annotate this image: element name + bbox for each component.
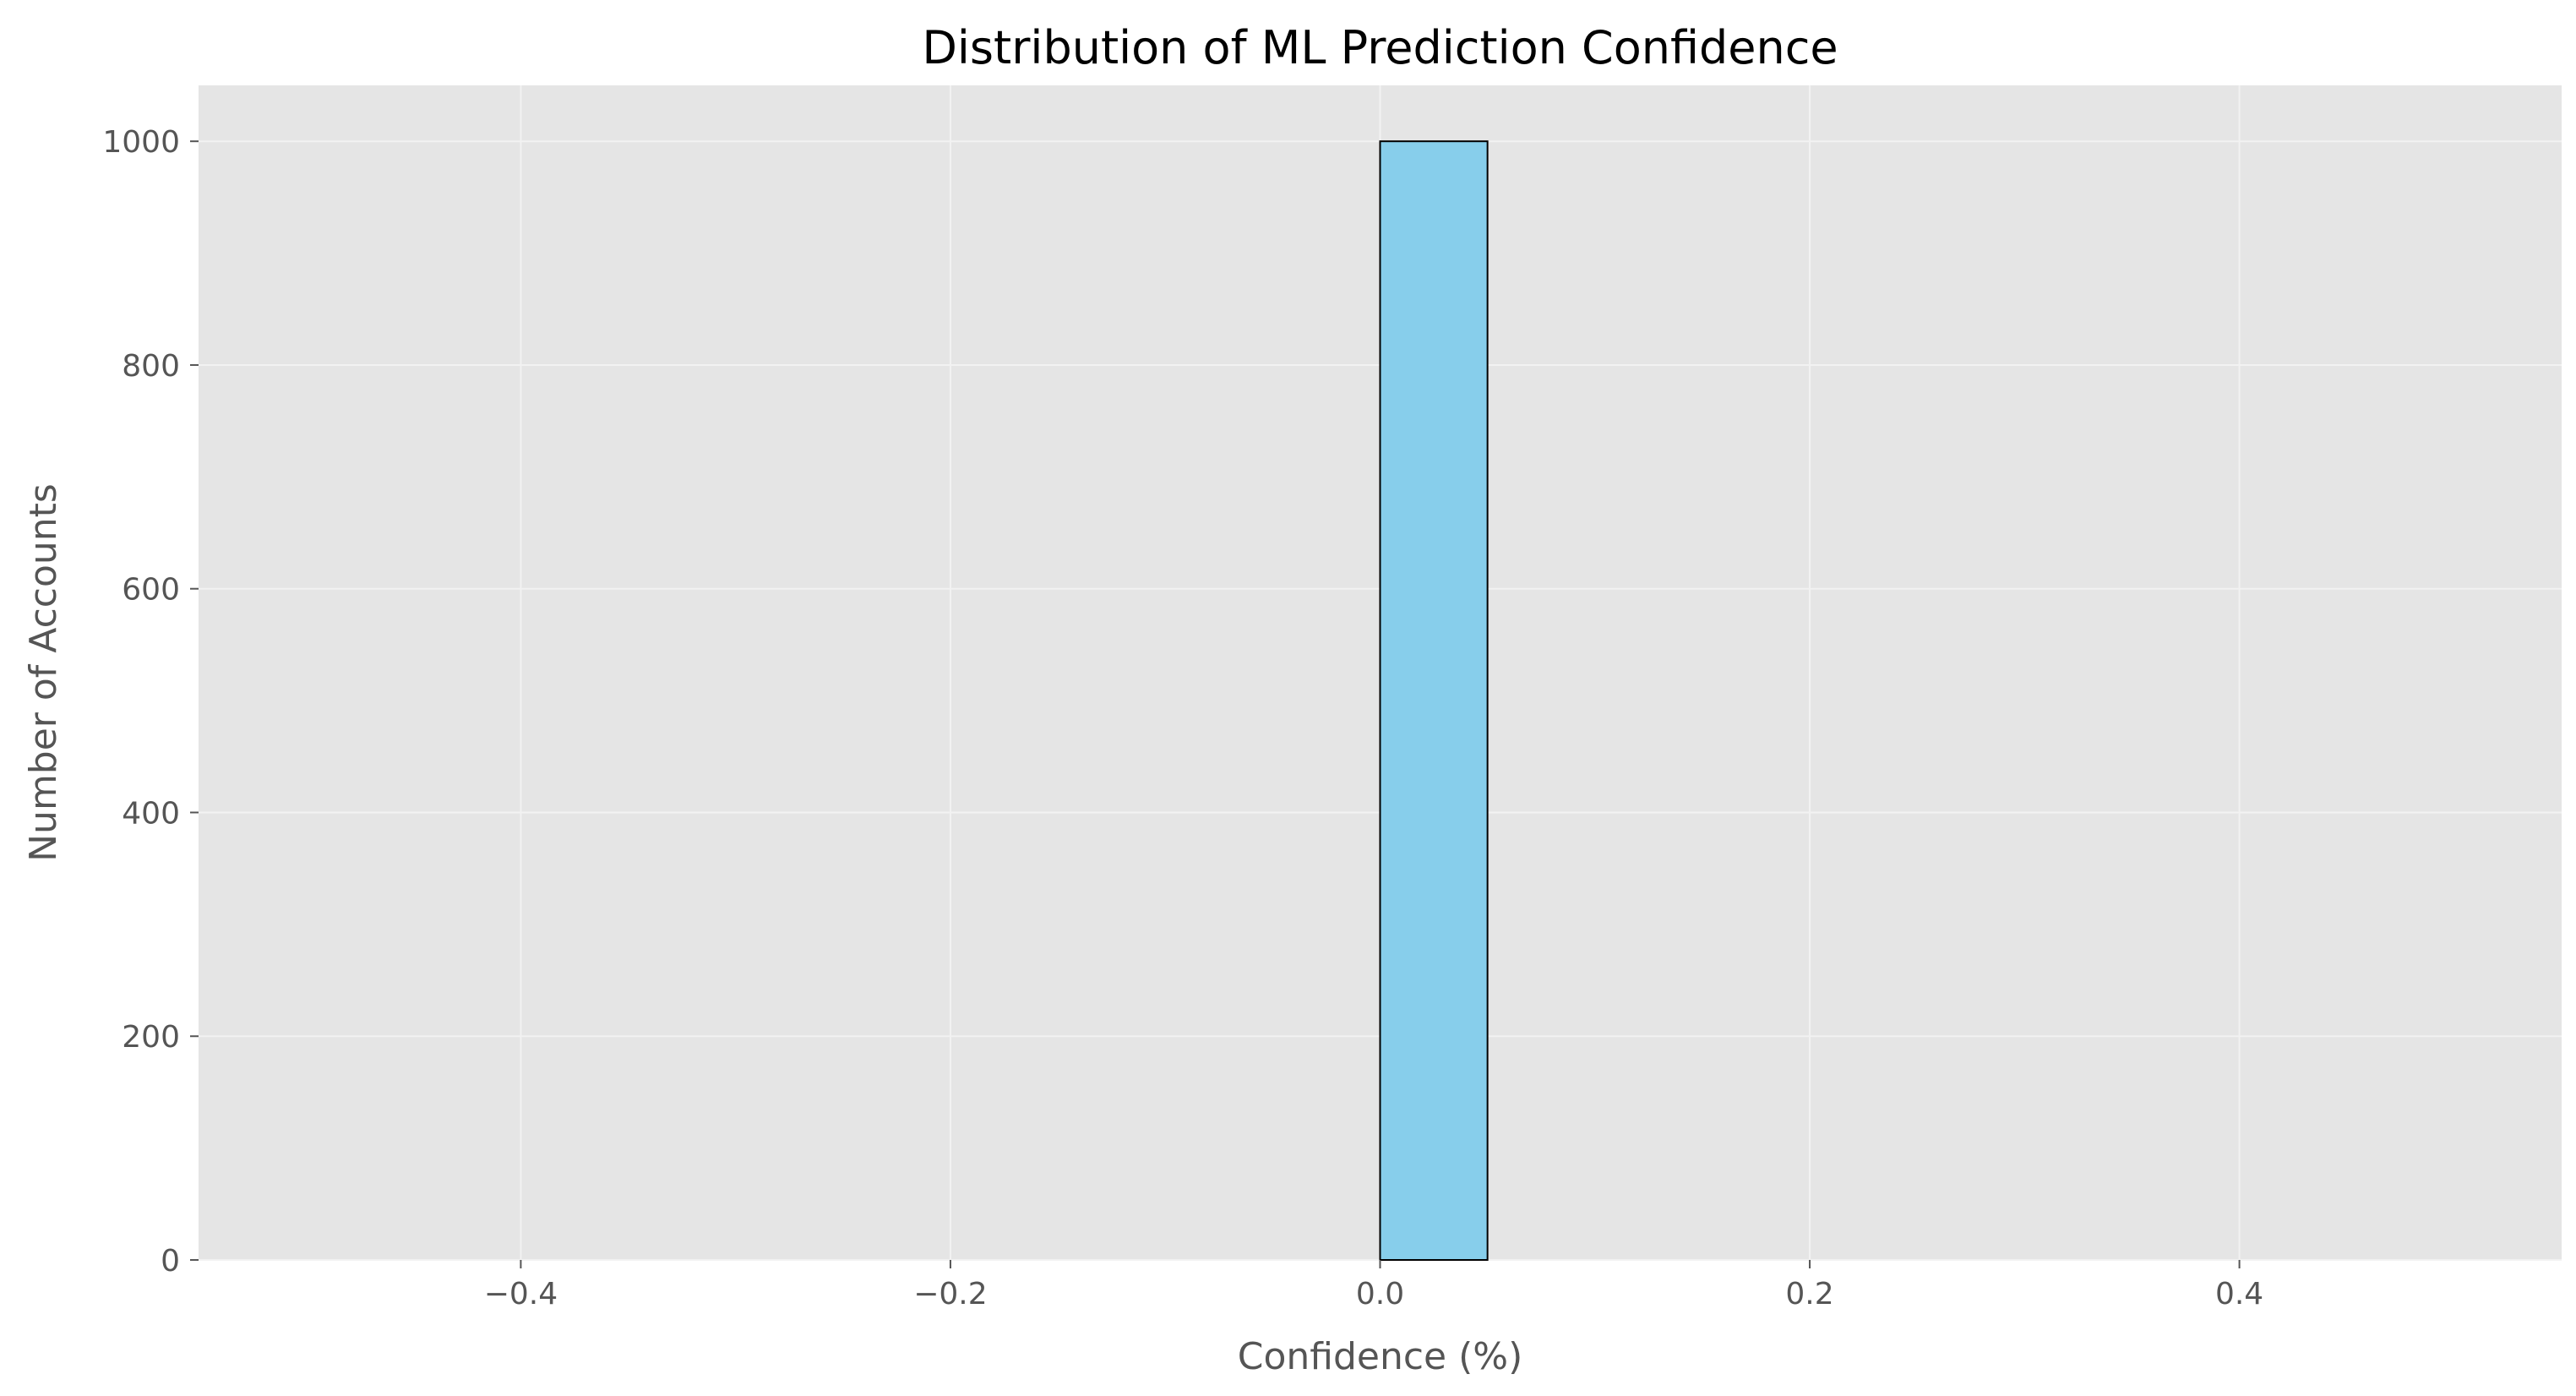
- x-axis-ticks: −0.4 −0.2 0.0 0.2 0.4: [484, 1260, 2263, 1311]
- x-tick-label: −0.4: [484, 1277, 558, 1311]
- x-tick-label: 0.0: [1356, 1277, 1404, 1311]
- y-axis-label: Number of Accounts: [22, 483, 65, 862]
- x-tick-label: 0.2: [1785, 1277, 1833, 1311]
- y-tick-label: 0: [161, 1244, 180, 1279]
- histogram-bar: [1379, 140, 1489, 1262]
- x-tick-label: 0.4: [2215, 1277, 2263, 1311]
- y-tick-label: 1000: [102, 125, 180, 160]
- y-tick-label: 600: [122, 573, 180, 608]
- y-tick-label: 400: [122, 796, 180, 831]
- y-tick-label: 800: [122, 349, 180, 384]
- y-axis-ticks: 0 200 400 600 800 1000: [102, 125, 199, 1279]
- histogram-bars: [1379, 140, 1489, 1262]
- x-tick-label: −0.2: [913, 1277, 987, 1311]
- x-axis-label: Confidence (%): [1238, 1335, 1523, 1378]
- chart-title: Distribution of ML Prediction Confidence: [922, 21, 1838, 74]
- y-tick-label: 200: [122, 1020, 180, 1055]
